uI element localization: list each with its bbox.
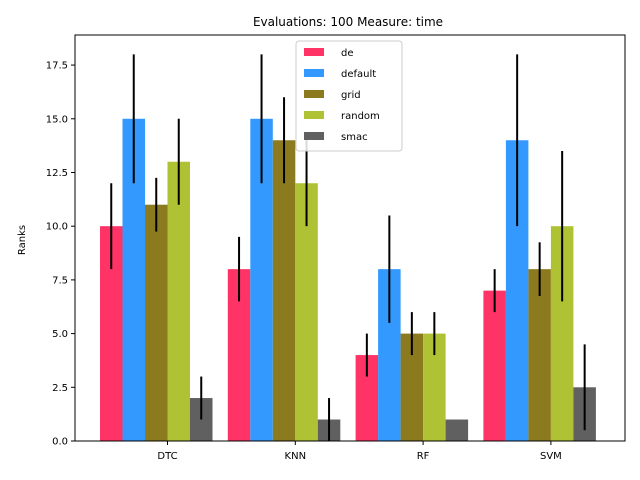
y-tick-label: 10.0 xyxy=(46,222,68,233)
legend-label-grid: grid xyxy=(341,90,361,101)
bar-de-knn xyxy=(227,269,251,441)
x-tick-label-svm: SVM xyxy=(540,451,562,462)
error-bars-group xyxy=(110,54,586,441)
bar-de-dtc xyxy=(100,226,123,441)
bar-random-rf xyxy=(423,333,446,441)
bar-default-knn xyxy=(250,118,273,442)
bar-smac-rf xyxy=(445,419,469,441)
legend: de default grid random smac xyxy=(295,40,403,152)
bar-grid-rf xyxy=(400,333,424,441)
y-tick-label: 12.5 xyxy=(46,168,68,179)
legend-swatch-random xyxy=(304,111,324,119)
bar-default-svm xyxy=(505,140,529,441)
chart-title: Evaluations: 100 Measure: time xyxy=(253,15,443,29)
bar-default-dtc xyxy=(122,118,145,442)
y-tick-label: 7.5 xyxy=(52,275,68,286)
bar-random-svm xyxy=(550,226,574,441)
y-tick-label: 15.0 xyxy=(46,114,68,125)
bar-grid-dtc xyxy=(145,204,168,441)
bar-de-rf xyxy=(355,355,379,441)
bar-random-dtc xyxy=(167,161,190,442)
bars-group xyxy=(100,118,596,442)
plot-frame xyxy=(74,34,626,442)
legend-label-de: de xyxy=(341,48,354,59)
bar-grid-svm xyxy=(528,269,551,441)
legend-label-smac: smac xyxy=(341,132,368,143)
x-tick-label-knn: KNN xyxy=(285,451,307,462)
bar-default-rf xyxy=(378,269,401,441)
legend-swatch-smac xyxy=(304,132,324,140)
bar-grid-knn xyxy=(272,140,296,441)
bar-random-knn xyxy=(295,183,318,441)
legend-label-default: default xyxy=(341,69,376,80)
x-tick-label-dtc: DTC xyxy=(157,451,177,462)
y-tick-label: 0.0 xyxy=(52,437,68,448)
legend-swatch-default xyxy=(304,69,324,77)
y-axis-label: Ranks xyxy=(17,225,28,255)
y-tick-label: 5.0 xyxy=(52,329,68,340)
axes: 0.0 2.5 5.0 7.5 10.0 12.5 15.0 17.5 DTC KNN RF SVM xyxy=(46,34,626,462)
y-tick-label: 17.5 xyxy=(46,61,68,72)
legend-box xyxy=(295,40,403,152)
x-tick-label-rf: RF xyxy=(417,451,430,462)
legend-swatch-de xyxy=(304,48,324,56)
bar-de-svm xyxy=(483,290,506,441)
legend-label-random: random xyxy=(341,111,380,122)
legend-swatch-grid xyxy=(304,90,324,98)
y-tick-label: 2.5 xyxy=(52,383,68,394)
